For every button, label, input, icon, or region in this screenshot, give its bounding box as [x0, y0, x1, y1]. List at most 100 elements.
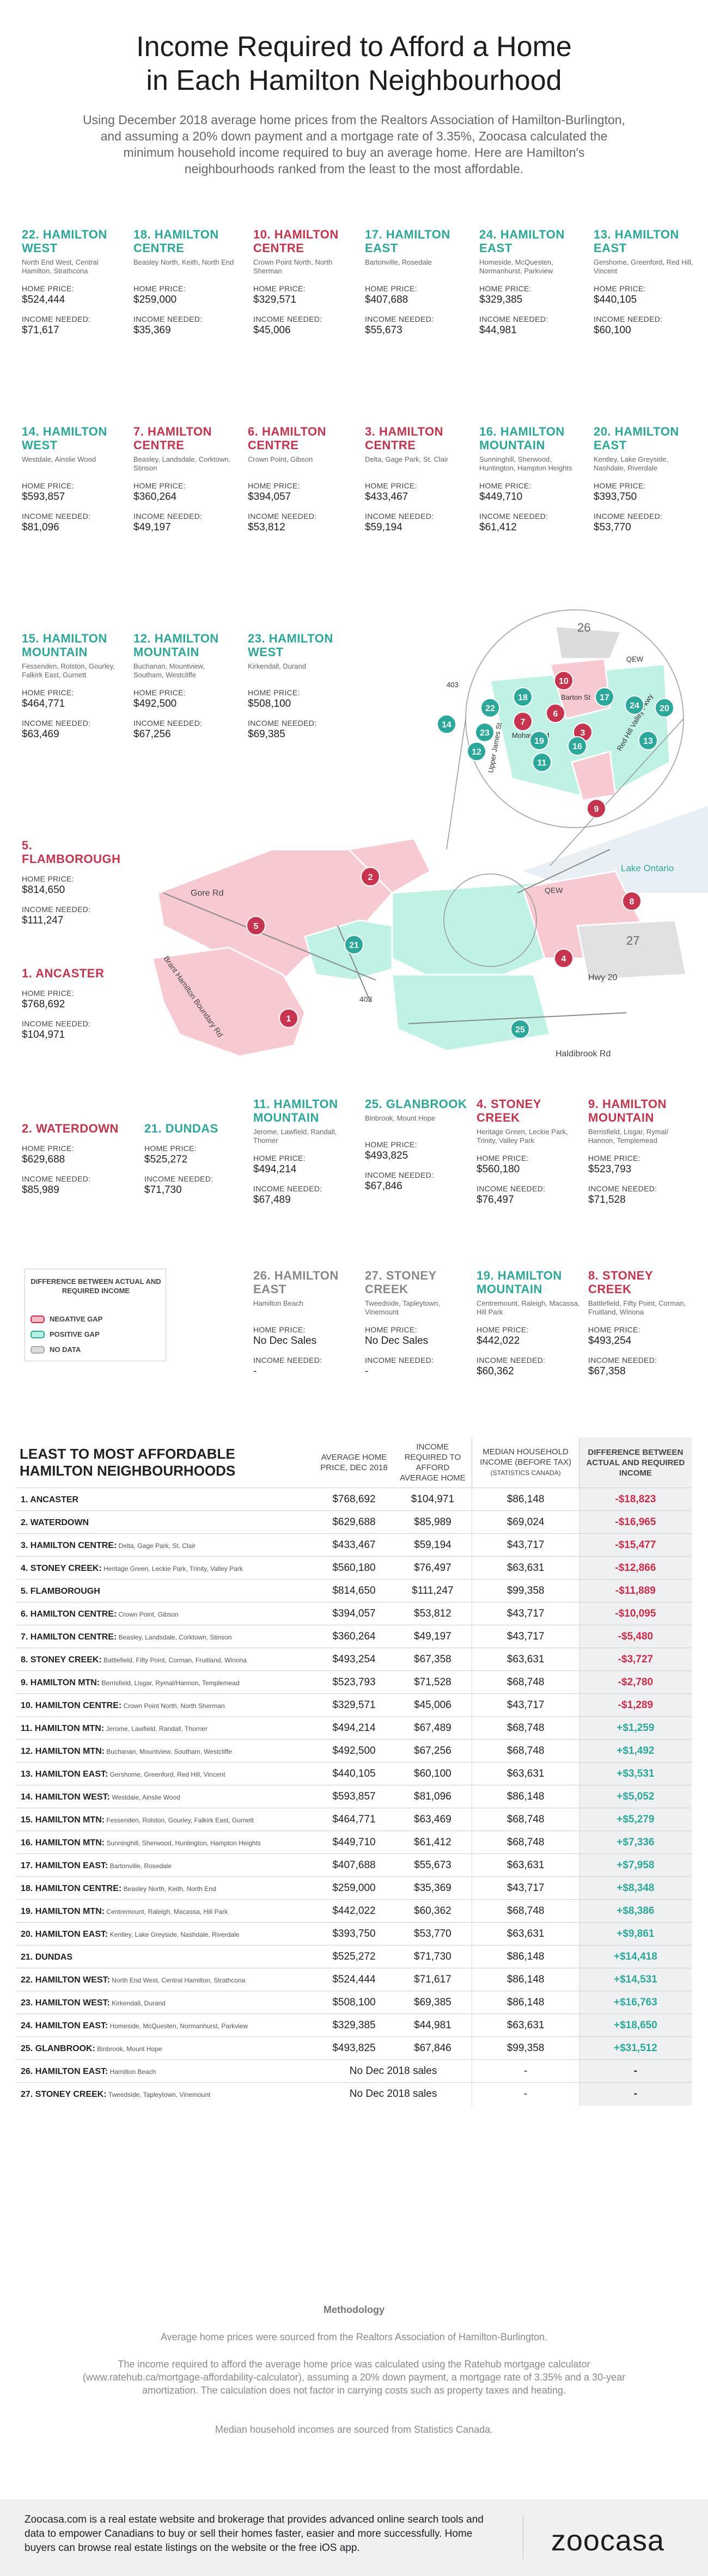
- card-income-label: INCOME NEEDED:: [253, 1356, 322, 1365]
- card-price-value: $508,100: [248, 698, 291, 709]
- card-income-label: INCOME NEEDED:: [22, 512, 91, 521]
- card-price-value: $814,650: [22, 884, 65, 896]
- row-price: $593,857: [314, 1785, 394, 1808]
- map-marker-label-24: 24: [630, 701, 639, 711]
- card-income-value: $71,528: [588, 1194, 626, 1206]
- card-name: 1. ANCASTER: [22, 966, 105, 980]
- table-row: 15. HAMILTON MTN: Fessenden, Rolston, Go…: [16, 1808, 692, 1831]
- zoocasa-logo[interactable]: zoocasa: [551, 2524, 664, 2557]
- row-neighbourhood: 5. FLAMBOROUGH: [16, 1579, 315, 1602]
- row-required-income: $104,971: [393, 1488, 472, 1511]
- card-neighbourhoods: Fessenden, Rolston, Gourley, Falkirk Eas…: [22, 662, 115, 679]
- card-income-value: $111,247: [22, 915, 64, 926]
- card-neighbourhoods: Gershome, Greenford, Red Hill, Vincent: [594, 258, 693, 275]
- hamilton-map: Gore Rd Brant Hamilton Boundary Rd 403 L…: [151, 609, 708, 1058]
- affordability-table: LEAST TO MOST AFFORDABLE HAMILTON NEIGHB…: [16, 1437, 692, 2106]
- row-required-income: $49,197: [393, 1625, 472, 1648]
- map-label-403: 403: [359, 995, 373, 1004]
- table-row: 27. STONEY CREEK: Tweedside, Tapleytown,…: [16, 2082, 692, 2106]
- card-income-value: $104,971: [22, 1029, 65, 1041]
- card-price-label: HOME PRICE:: [22, 688, 74, 697]
- card-income-value: $67,489: [253, 1194, 291, 1206]
- card-name: 14. HAMILTON WEST: [22, 425, 107, 452]
- card-income-value: $44,981: [479, 325, 517, 336]
- map-marker-5: [246, 916, 266, 935]
- card-price-label: HOME PRICE:: [588, 1325, 640, 1334]
- row-median-income: $63,631: [472, 1762, 579, 1785]
- row-required-income: $67,358: [393, 1648, 472, 1671]
- row-price: $433,467: [314, 1533, 394, 1557]
- region-stoney-creek-27: [576, 919, 687, 981]
- neighbourhood-card: 18. HAMILTON CENTRE Beasley North, Keith,…: [133, 228, 237, 336]
- row-difference: +$5,279: [579, 1808, 692, 1831]
- row-detail: Battlefield, Fifty Point, Corman, Fruitl…: [101, 1656, 247, 1664]
- row-median-income: $99,358: [472, 2036, 579, 2060]
- map-marker-11: [532, 752, 552, 772]
- card-name: 17. HAMILTON EAST: [365, 228, 450, 255]
- row-required-income: $111,247: [393, 1579, 472, 1602]
- card-neighbourhoods: Hamilton Beach: [253, 1299, 303, 1307]
- card-price-value: $360,264: [133, 491, 177, 503]
- map-marker-20: [655, 698, 674, 718]
- map-label-hwy20: Hwy 20: [588, 973, 617, 982]
- card-price-label: HOME PRICE:: [365, 1140, 417, 1149]
- region-ancaster: [151, 946, 306, 1057]
- table-row: 22. HAMILTON WEST: North End West, Centr…: [16, 1968, 692, 1991]
- neighbourhood-card: 6. HAMILTON CENTRE Crown Point, Gibson HOM…: [248, 425, 351, 534]
- row-name: 16. HAMILTON MTN:: [21, 1838, 105, 1847]
- table-row: 21. DUNDAS $525,272 $71,730 $86,148 +$14,418: [16, 1945, 692, 1968]
- table-row: 9. HAMILTON MTN: Berrisfield, Lisgar, Ry…: [16, 1671, 692, 1694]
- map-marker-label-10: 10: [559, 677, 569, 686]
- row-median-income: $69,024: [472, 1510, 579, 1534]
- row-neighbourhood: 20. HAMILTON EAST: Kentley, Lake Greysid…: [16, 1922, 315, 1945]
- row-median-income: $86,148: [472, 1488, 579, 1511]
- card-neighbourhoods: Crown Point, Gibson: [248, 455, 313, 463]
- card-price-label: HOME PRICE:: [248, 481, 300, 490]
- intro-text: Using December 2018 average home prices …: [83, 113, 625, 176]
- map-marker-label-13: 13: [643, 737, 653, 746]
- card-income-label: INCOME NEEDED:: [365, 1356, 434, 1365]
- row-neighbourhood: 13. HAMILTON EAST: Gershome, Greenford, …: [16, 1762, 315, 1785]
- row-name: 15. HAMILTON MTN:: [21, 1815, 105, 1825]
- card-neighbourhoods: Beasley North, Keith, North End: [133, 258, 234, 266]
- card-income-label: INCOME NEEDED:: [588, 1356, 657, 1365]
- row-neighbourhood: 24. HAMILTON EAST: Homeside, McQuesten, …: [16, 2014, 315, 2037]
- row-detail: Buchanan, Mountview, Southam, Westcliffe: [105, 1747, 232, 1755]
- neighbourhood-card: 17. HAMILTON EAST Bartonville, Rosedale HO…: [365, 228, 468, 336]
- map-marker-18: [513, 687, 533, 707]
- map-marker-label-14: 14: [442, 720, 451, 730]
- map-marker-label-25: 25: [515, 1025, 525, 1035]
- neighbourhood-card: 15. HAMILTON MOUNTAIN Fessenden, Rolston,…: [22, 632, 125, 741]
- row-name: 22. HAMILTON WEST:: [21, 1975, 110, 1985]
- card-price-label: HOME PRICE:: [133, 284, 186, 293]
- table-header-required: INCOME REQUIRED TO AFFORD AVERAGE HOME: [400, 1442, 466, 1483]
- neighbourhood-card: 26. HAMILTON EAST Hamilton Beach HOME PRIC…: [253, 1269, 357, 1378]
- map-marker-8: [622, 891, 642, 911]
- neighbourhood-card: 7. HAMILTON CENTRE Beasley, Landsdale, Co…: [133, 425, 237, 534]
- row-name: 21. DUNDAS: [21, 1952, 73, 1962]
- table-row: 13. HAMILTON EAST: Gershome, Greenford, …: [16, 1762, 692, 1785]
- card-name: 6. HAMILTON CENTRE: [248, 425, 327, 452]
- map-marker-2: [361, 867, 380, 886]
- card-income-label: INCOME NEEDED:: [22, 315, 91, 323]
- card-neighbourhoods: Kirkendall, Durand: [248, 662, 306, 670]
- card-name: 25. GLANBROOK: [365, 1097, 467, 1111]
- row-price: $394,057: [314, 1602, 394, 1625]
- map-label-lake: Lake Ontario: [621, 863, 674, 873]
- row-price: $407,688: [314, 1853, 394, 1877]
- row-name: 6. HAMILTON CENTRE:: [21, 1609, 117, 1619]
- methodology-line1: Average home prices were sourced from th…: [160, 2332, 547, 2342]
- map-marker-label-21: 21: [349, 941, 359, 950]
- card-neighbourhoods: Crown Point North, North Sherman: [253, 258, 333, 275]
- row-required-income: $61,412: [393, 1831, 472, 1854]
- row-detail: Fessenden, Rolston, Gourley, Falkirk Eas…: [105, 1816, 254, 1824]
- card-price-value: $768,692: [22, 999, 65, 1010]
- map-marker-label-4: 4: [561, 954, 566, 964]
- legend: DIFFERENCE BETWEEN ACTUAL AND REQUIRED I…: [25, 1269, 166, 1361]
- row-required-income: $85,989: [393, 1510, 472, 1534]
- row-difference: +$31,512: [579, 2036, 692, 2060]
- card-price-value: $393,750: [594, 491, 637, 503]
- row-difference: +$14,531: [579, 1968, 692, 1991]
- row-median-income: $43,717: [472, 1876, 579, 1900]
- card-price-label: HOME PRICE:: [365, 284, 417, 293]
